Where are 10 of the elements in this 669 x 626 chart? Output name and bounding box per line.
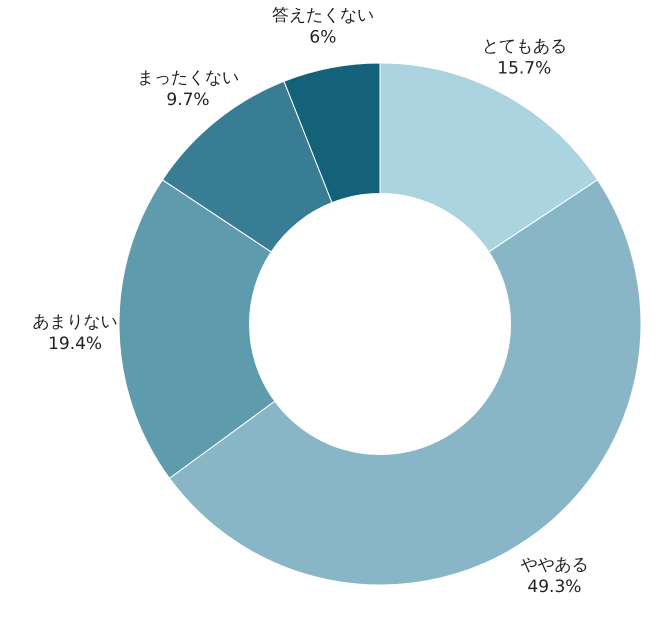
- slice-label: 答えたくない: [272, 5, 374, 26]
- data-label: 49.3%: [527, 577, 582, 598]
- data-label: 15.7%: [497, 58, 552, 78]
- data-label: 6%: [309, 27, 336, 48]
- slice-label: ややある: [520, 555, 588, 576]
- slice-label: まったくない: [136, 68, 239, 88]
- data-label: 9.7%: [166, 90, 210, 110]
- slice-label: とてもある: [482, 36, 567, 56]
- slice-label: あまりない: [32, 312, 118, 332]
- data-label: 19.4%: [48, 334, 102, 354]
